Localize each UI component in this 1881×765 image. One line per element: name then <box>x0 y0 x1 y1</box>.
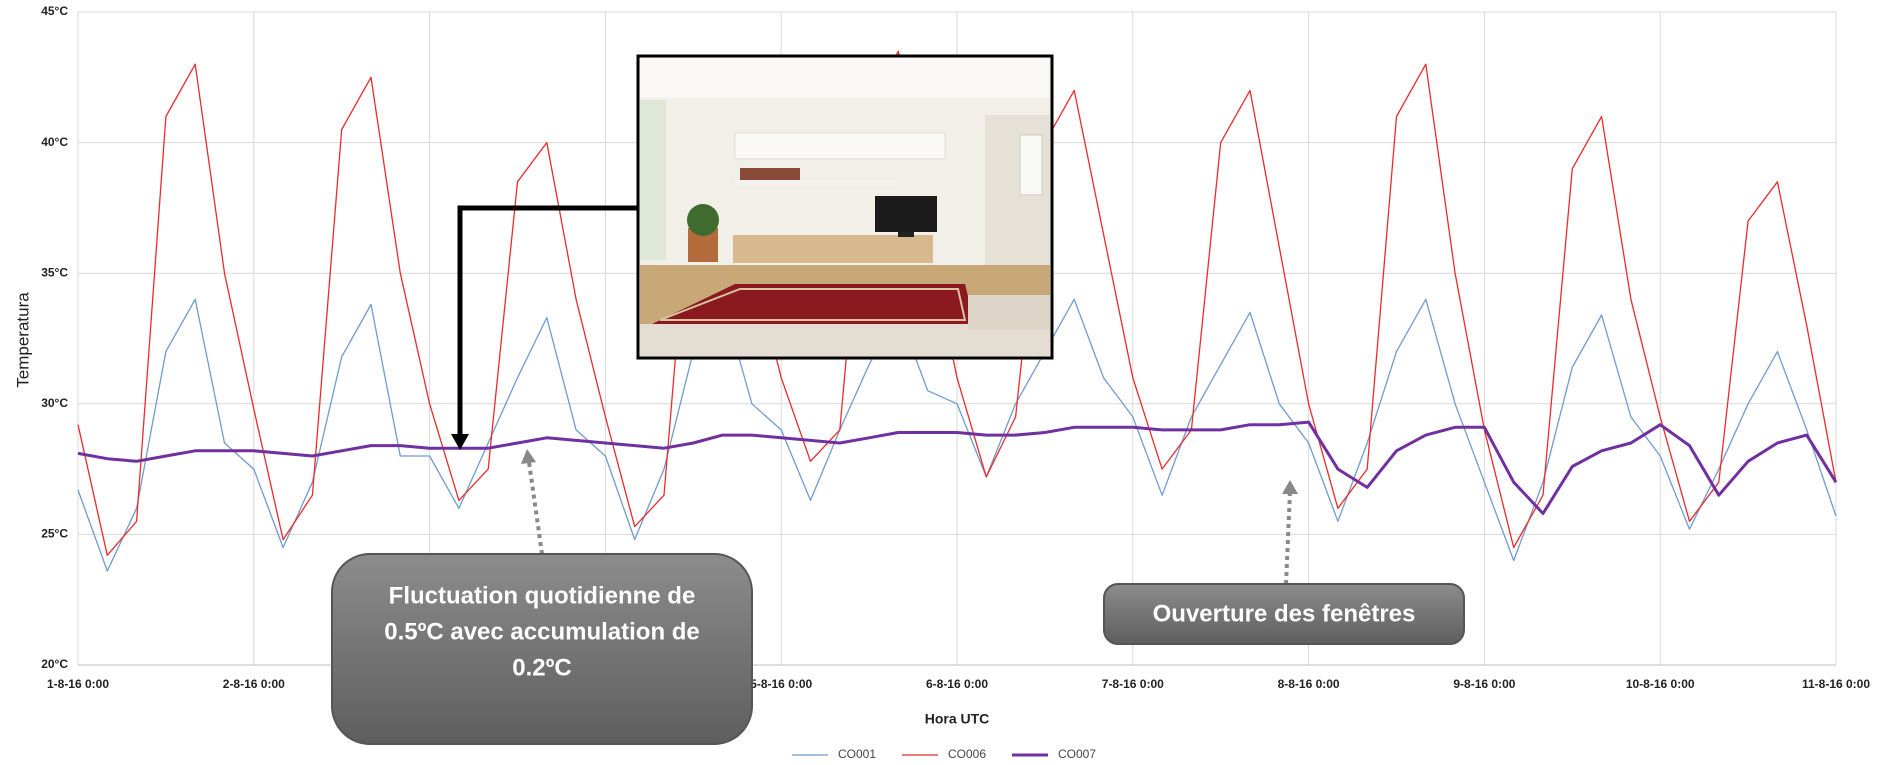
y-axis-title: Temperatura <box>13 292 32 388</box>
legend-label: CO007 <box>1058 747 1096 761</box>
data-line <box>77 50 1837 556</box>
data-line <box>77 420 1838 515</box>
arrow-head <box>451 434 469 450</box>
x-tick-label: 2-8-16 0:00 <box>223 677 285 691</box>
y-tick-label: 20°C <box>41 657 68 671</box>
callout-text: Fluctuation quotidienne de <box>389 582 696 609</box>
legend-label: CO001 <box>838 747 876 761</box>
x-tick-label: 11-8-16 0:00 <box>1802 677 1870 691</box>
x-tick-label: 9-8-16 0:00 <box>1453 677 1515 691</box>
callout-text: Ouverture des fenêtres <box>1153 600 1416 627</box>
x-tick-label: 10-8-16 0:00 <box>1626 677 1695 691</box>
callout-arrow <box>1284 491 1292 585</box>
y-tick-label: 45°C <box>41 4 68 18</box>
x-tick-label: 5-8-16 0:00 <box>750 677 812 691</box>
inset-photo <box>636 54 1054 360</box>
y-tick-label: 40°C <box>41 135 68 149</box>
x-axis-title: Hora UTC <box>925 711 990 727</box>
x-tick-label: 6-8-16 0:00 <box>926 677 988 691</box>
y-tick-label: 25°C <box>41 527 68 541</box>
y-tick-label: 35°C <box>41 265 68 279</box>
callout-box <box>331 553 753 745</box>
callout-text: 0.5ºC avec accumulation de <box>384 618 700 645</box>
y-tick-label: 30°C <box>41 396 68 410</box>
x-tick-label: 8-8-16 0:00 <box>1278 677 1340 691</box>
data-line <box>77 298 1837 572</box>
arrow-head <box>521 449 536 464</box>
inset-arrow <box>457 205 638 438</box>
callout-text: 0.2ºC <box>512 654 571 681</box>
arrow-head <box>1282 480 1298 494</box>
callout-arrow <box>527 461 544 555</box>
x-tick-label: 7-8-16 0:00 <box>1102 677 1164 691</box>
legend-label: CO006 <box>948 747 986 761</box>
x-tick-label: 1-8-16 0:00 <box>47 677 109 691</box>
callout-box <box>1103 583 1465 645</box>
